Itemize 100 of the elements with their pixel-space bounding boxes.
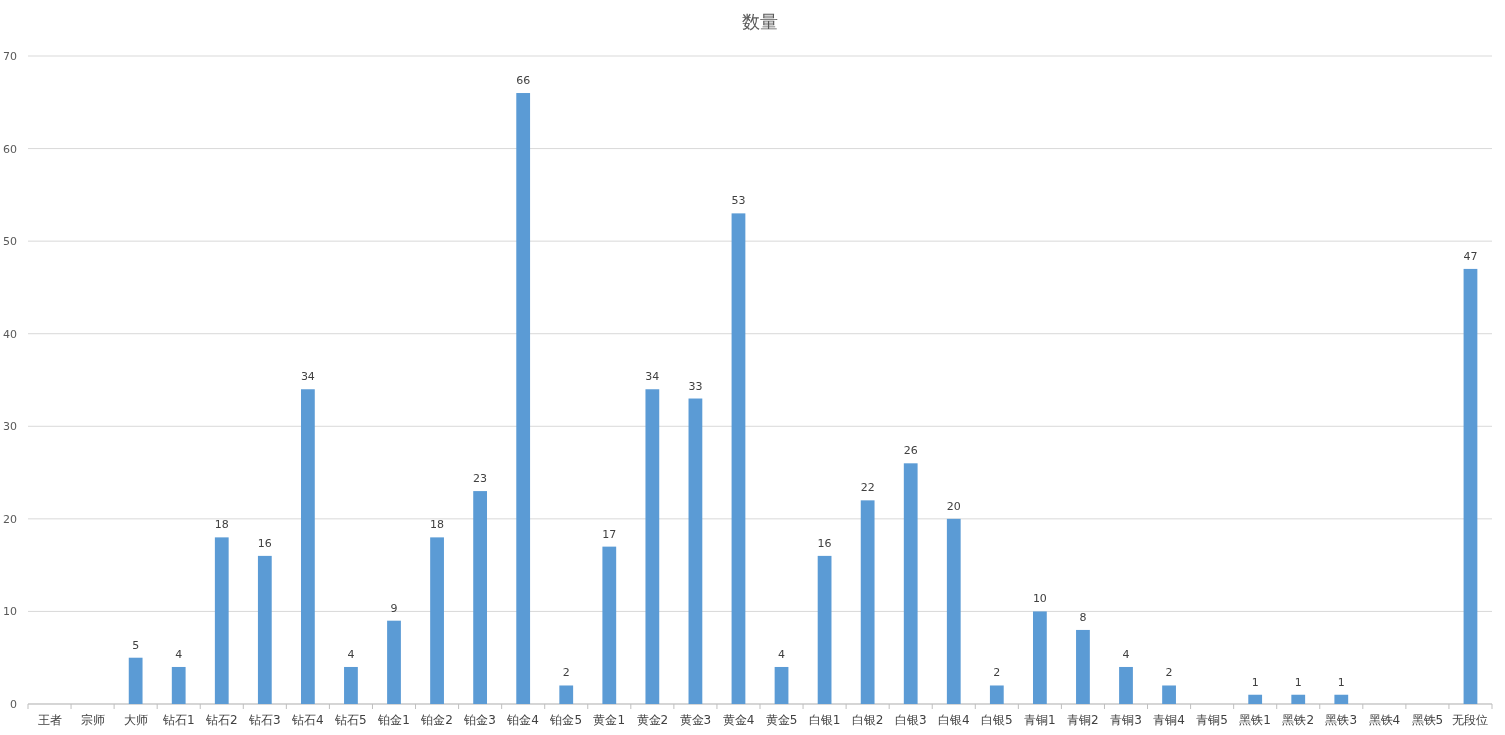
bar [1463,268,1478,704]
x-tick-label: 青铜4 [1153,713,1185,727]
x-tick-label: 铂金4 [506,713,539,727]
x-tick-label: 黑铁2 [1282,713,1315,727]
y-tick-label: 30 [3,420,17,434]
x-tick-label: 白银4 [937,713,970,727]
bar [946,518,961,704]
data-label: 18 [430,518,445,532]
bar [128,657,143,704]
x-tick-label: 钻石3 [248,713,281,727]
bar [559,685,574,704]
bar [1162,685,1176,704]
x-tick-label: 青铜3 [1110,713,1142,727]
data-label: 2 [993,666,1001,680]
bar [257,555,272,704]
data-label: 66 [516,74,531,88]
x-tick-label: 黑铁1 [1239,713,1271,727]
x-tick-label: 钻石4 [291,713,324,727]
y-tick-label: 0 [10,698,17,711]
x-tick-label: 白银5 [981,713,1013,727]
y-tick-label: 60 [3,142,17,156]
bar [1032,611,1047,704]
data-label: 4 [778,647,786,661]
x-tick-label: 宗师 [80,713,105,727]
data-label: 16 [817,536,832,550]
y-tick-label: 50 [3,235,17,249]
bar [1334,694,1349,704]
bar [860,500,875,704]
data-label: 20 [946,499,961,513]
data-label: 8 [1079,610,1087,624]
y-tick-label: 40 [3,327,17,341]
x-tick-label: 黑铁3 [1325,713,1358,727]
x-tick-label: 铂金3 [463,713,496,727]
data-label: 22 [860,481,875,495]
data-label: 2 [1165,666,1173,680]
bar [171,666,186,704]
bar [645,389,660,704]
x-tick-label: 白银2 [851,713,884,727]
bar [1248,694,1263,704]
x-tick-label: 黑铁4 [1368,713,1401,727]
data-label: 18 [214,518,229,532]
bar [473,491,488,704]
data-label: 1 [1337,675,1345,689]
x-tick-label: 青铜5 [1196,713,1228,727]
bar [214,537,229,704]
bar [300,389,315,704]
x-tick-label: 青铜2 [1067,713,1099,727]
data-label: 1 [1251,675,1259,689]
data-label: 53 [731,194,746,208]
data-label: 34 [645,370,660,384]
bar [817,555,832,704]
data-label: 10 [1032,592,1047,606]
x-tick-label: 无段位 [1452,713,1489,727]
bar [602,546,617,704]
x-tick-label: 黄金4 [722,713,755,727]
x-tick-label: 钻石2 [204,713,238,727]
data-label: 17 [602,527,617,541]
bar [1076,629,1090,704]
x-tick-label: 钻石5 [334,713,367,727]
bar [774,666,789,704]
bar [731,213,746,704]
bar [1119,666,1133,704]
bar [344,666,358,704]
data-label: 33 [688,379,703,393]
chart-title: 数量 [742,11,778,32]
data-label: 4 [347,647,355,661]
x-tick-label: 黄金1 [593,713,626,727]
x-tick-label: 大师 [123,713,148,727]
y-tick-label: 70 [3,50,17,63]
data-label: 9 [390,601,398,615]
bar [903,463,918,704]
x-tick-label: 白银3 [894,713,927,727]
x-tick-label: 铂金5 [549,713,583,727]
data-label: 2 [562,666,570,680]
x-tick-label: 黄金5 [765,713,798,727]
x-tick-label: 青铜1 [1024,713,1056,727]
data-label: 5 [132,638,140,652]
bar [688,398,703,704]
data-label: 4 [175,647,183,661]
data-label: 26 [903,444,918,458]
x-tick-label: 黑铁5 [1411,713,1444,727]
data-label: 47 [1463,249,1478,263]
y-tick-label: 20 [3,512,17,526]
x-tick-label: 钻石1 [161,713,195,727]
x-tick-label: 王者 [37,713,62,727]
data-label: 4 [1122,647,1130,661]
x-tick-label: 白银1 [808,713,841,727]
x-tick-label: 黄金2 [636,713,669,727]
data-label: 1 [1294,675,1302,689]
data-label: 23 [473,472,488,486]
y-tick-label: 10 [3,605,17,619]
bar [387,620,401,704]
bar [989,685,1004,704]
bar [430,537,444,704]
data-label: 16 [257,536,272,550]
bar [1291,694,1306,704]
x-tick-label: 黄金3 [679,713,712,727]
bar [516,93,531,704]
data-label: 34 [300,370,315,384]
x-tick-label: 铂金1 [377,713,410,727]
